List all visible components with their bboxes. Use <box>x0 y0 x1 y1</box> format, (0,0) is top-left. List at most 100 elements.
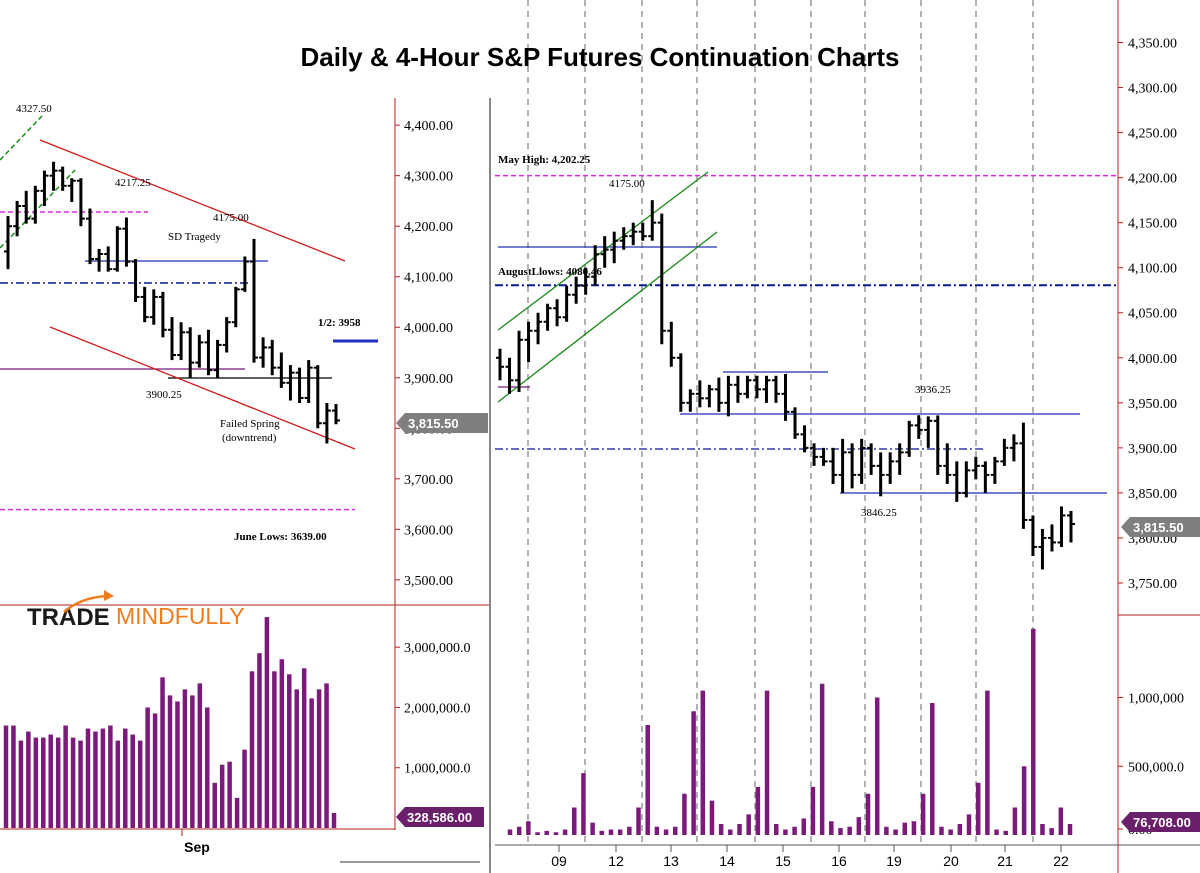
daily-ohlc-bar <box>140 286 149 323</box>
daily-volume-bar <box>301 668 307 828</box>
4h-ohlc-bar <box>829 447 838 484</box>
4h-price-label: 4,300.00 <box>1128 82 1177 97</box>
4h-ohlc-bar <box>819 447 828 466</box>
4h-volume-tag-shape <box>1121 812 1200 832</box>
daily-ohlc-bar <box>231 286 240 328</box>
4h-ohlc-bar <box>771 375 780 403</box>
4h-ohlc-bar <box>962 461 971 498</box>
daily-volume-bar <box>130 734 135 828</box>
daily-volume-bar <box>242 749 247 828</box>
4h-ohlc-bar <box>724 375 733 417</box>
annotation-4327: 4327.50 <box>16 103 52 115</box>
4h-ohlc-bar <box>657 213 666 345</box>
4h-ohlc-bar <box>534 312 543 345</box>
4h-day-label: 15 <box>775 853 791 869</box>
logo-arrow-icon <box>104 590 114 601</box>
4h-ohlc-bar <box>1028 515 1037 556</box>
4h-ohlc-bar <box>1009 434 1018 462</box>
4h-ohlc-bar <box>743 375 752 399</box>
4h-ohlc-bar <box>591 245 600 286</box>
4h-ohlc-bar <box>705 384 714 408</box>
4h-ohlc-bar <box>600 236 609 268</box>
4h-ohlc-bar <box>971 456 980 480</box>
4h-price-label: 4,250.00 <box>1128 127 1177 142</box>
4h-ohlc-bar <box>1038 528 1047 570</box>
4h-volume-bar <box>746 814 751 835</box>
4h-ohlc-bar <box>867 443 876 475</box>
daily-price-label: 3,900.00 <box>404 372 453 387</box>
daily-ohlc-bar <box>259 337 268 368</box>
daily-ohlc-bar <box>304 360 313 404</box>
daily-ohlc-bar <box>195 334 204 368</box>
daily-volume-bar <box>93 731 98 828</box>
daily-ohlc-bar <box>268 339 277 376</box>
4h-ohlc-bar <box>857 438 866 484</box>
4h-volume-bar <box>627 826 632 835</box>
4h-price-label: 3,850.00 <box>1128 487 1177 502</box>
4h-ohlc-bar <box>1019 422 1028 529</box>
daily-volume-bar <box>78 740 83 828</box>
4h-volume-bar <box>718 824 724 835</box>
4h-volume-label: 500,000.0 <box>1128 760 1184 775</box>
daily-volume-bar <box>279 659 285 828</box>
4h-price-label: 4,200.00 <box>1128 172 1177 187</box>
4h-volume-bar <box>737 824 742 835</box>
4h-ohlc-bar <box>638 222 647 241</box>
daily-volume-bar <box>197 683 203 828</box>
daily-volume-tag-text: 328,586.00 <box>407 810 472 825</box>
4h-day-label: 21 <box>997 853 1013 869</box>
daily-volume-label: 2,000,000.0 <box>404 701 471 716</box>
daily-volume-bar <box>234 797 240 828</box>
daily-ohlc-bar <box>250 238 258 363</box>
4h-volume-bar <box>1058 807 1064 835</box>
4h-ohlc-bar <box>1057 506 1066 547</box>
4h-volume-bar <box>764 690 770 835</box>
daily-price-tag-text: 3,815.50 <box>408 416 459 431</box>
4h-price-tag-text: 3,815.50 <box>1133 520 1184 535</box>
daily-volume-bar <box>55 737 61 828</box>
4h-volume-bar <box>728 829 733 835</box>
annotation-4217: 4217.25 <box>115 177 151 189</box>
daily-month-label: Sep <box>184 839 210 855</box>
daily-ohlc-bar <box>67 178 76 202</box>
daily-price-label: 4,300.00 <box>404 170 453 185</box>
4h-day-label: 09 <box>551 853 567 869</box>
4h-ohlc-bar <box>933 415 942 475</box>
4h-volume-bar <box>691 711 696 835</box>
annotation-june-lows: June Lows: 3639.00 <box>234 531 327 543</box>
4h-volume-bar <box>985 690 990 835</box>
4h-volume-bar <box>1049 828 1054 835</box>
daily-volume-bar <box>331 812 337 828</box>
4h-ohlc-bar <box>543 303 552 331</box>
4h-volume-bar <box>636 807 641 835</box>
daily-volume-bar <box>48 734 53 828</box>
daily-volume-bar <box>175 701 180 828</box>
4h-volume-bar <box>1040 824 1045 835</box>
daily-ohlc-bar <box>13 200 22 237</box>
4h-volume-bar <box>801 818 807 835</box>
4h-price-tag-shape <box>1121 517 1200 537</box>
daily-volume-bar <box>309 698 314 828</box>
4h-volume-bar <box>773 824 779 835</box>
daily-volume-bar <box>18 740 24 828</box>
daily-volume-bar <box>264 617 270 828</box>
daily-volume-bar <box>219 764 225 828</box>
logo-text-mindfully: MINDFULLY <box>116 603 245 629</box>
4h-price-label: 3,750.00 <box>1128 577 1177 592</box>
4h-ohlc-bar <box>1047 524 1056 552</box>
4h-volume-bar <box>930 703 935 835</box>
daily-ohlc-bar <box>295 367 304 404</box>
4h-ohlc-bar <box>924 416 933 448</box>
4h-ohlc-bar <box>667 321 676 367</box>
daily-volume-bar <box>26 731 31 828</box>
daily-volume-bar <box>294 689 299 828</box>
annotation-4175-4h: 4175.00 <box>609 178 645 190</box>
daily-volume-label: 3,000,000.0 <box>404 641 471 656</box>
4h-volume-bar <box>572 807 577 835</box>
4h-last-volume-tag: 76,708.00 <box>1121 812 1200 832</box>
daily-channel-lower <box>49 326 356 450</box>
4h-ohlc-bar <box>676 353 685 412</box>
4h-ohlc-bar <box>1000 438 1009 466</box>
daily-ohlc-bar <box>31 185 40 224</box>
